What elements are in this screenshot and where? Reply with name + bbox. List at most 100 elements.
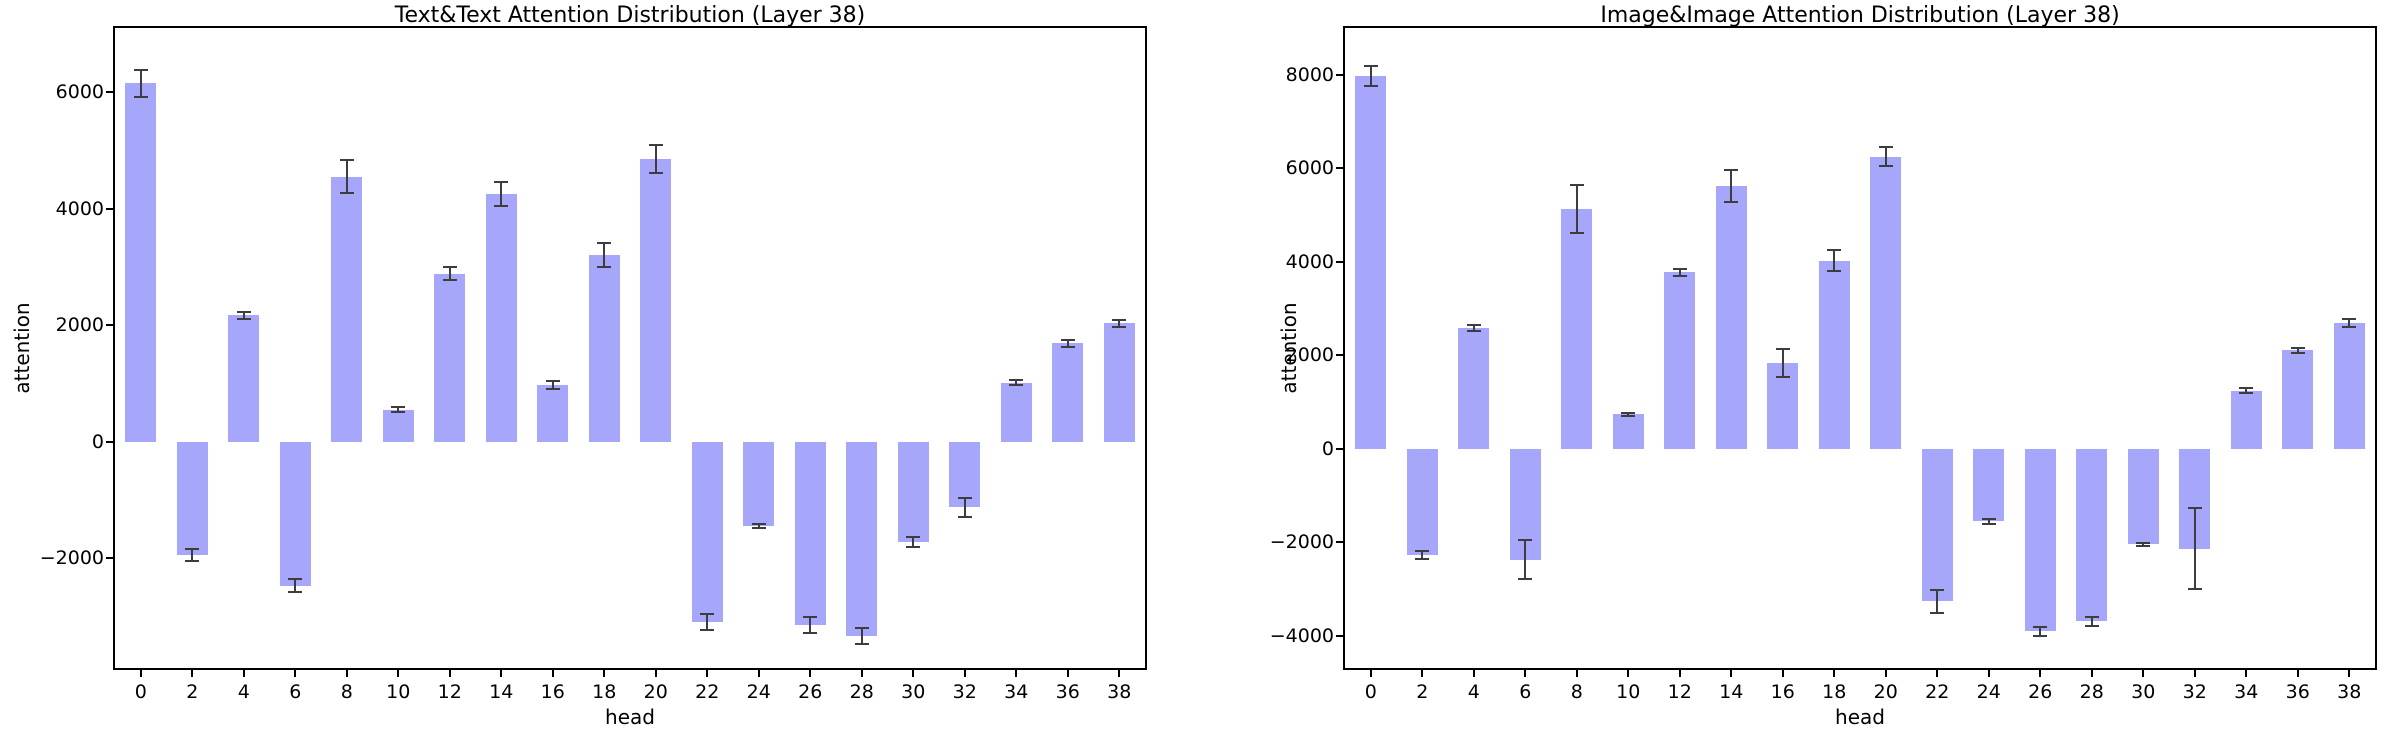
error-bar [1575,184,1578,234]
x-tick-label: 36 [2285,681,2310,703]
error-bar [2296,347,2299,354]
error-bar [345,160,348,193]
error-bar-cap [2342,317,2357,320]
error-bar-cap [1363,84,1378,87]
error-bar-cap [545,388,560,391]
x-tick-label: 18 [1822,681,1847,703]
x-tick-label: 0 [134,681,147,703]
error-bar-cap [1621,415,1636,418]
error-bar-cap [288,578,303,581]
x-tick-mark [2142,670,2145,677]
error-bar-cap [2290,352,2305,355]
bar [1818,260,1850,449]
x-tick-mark [500,670,503,677]
y-tick-mark [1336,541,1343,544]
error-bar-cap [803,632,818,635]
y-tick-mark [106,440,113,443]
error-bar-cap [391,410,406,413]
x-tick-label: 4 [1467,681,1480,703]
x-tick-label: 2 [1416,681,1429,703]
x-tick-label: 12 [437,681,462,703]
x-tick-label: 4 [237,681,250,703]
bar [331,176,363,442]
y-tick-mark [106,324,113,327]
x-tick-mark [397,670,400,677]
text-text-chart-panel: Text&Text Attention Distribution (Layer … [10,3,1147,729]
x-tick-label: 10 [1616,681,1641,703]
error-bar-cap [1672,267,1687,270]
error-bar [2193,507,2196,590]
error-bar-cap [1466,329,1481,332]
x-tick-label: 22 [695,681,720,703]
error-bar-cap [1060,338,1075,341]
bar [1561,209,1593,449]
x-tick-label: 20 [643,681,668,703]
error-bar-cap [1981,522,1996,525]
x-tick-label: 8 [340,681,353,703]
error-bar-cap [133,68,148,71]
error-bar-cap [2342,325,2357,328]
error-bar-cap [751,527,766,530]
x-tick-mark [1987,670,1990,677]
x-tick-mark [448,670,451,677]
error-bar [1369,66,1372,86]
error-bar-cap [2290,346,2305,349]
error-bar [654,145,657,174]
error-bar-cap [494,205,509,208]
error-bar-cap [1775,376,1790,379]
bar [2127,448,2159,545]
x-tick-label: 18 [592,681,617,703]
x-tick-label: 38 [2337,681,2362,703]
x-tick-label: 32 [2182,681,2207,703]
bar [537,385,569,442]
error-bar-cap [1009,384,1024,387]
error-bar-cap [648,144,663,147]
bar [1612,414,1644,449]
error-bar-cap [2084,615,2099,618]
x-tick-label: 24 [1976,681,2001,703]
bar [794,441,826,626]
error-bar-cap [803,616,818,619]
error-bar-cap [1672,274,1687,277]
error-bar [139,69,142,97]
error-bar [912,536,915,548]
error-bar [1421,550,1424,560]
bar [125,83,157,442]
error-bar-cap [1827,270,1842,273]
bar [176,441,208,556]
error-bar [2142,542,2145,546]
y-axis-label: attention [10,302,34,394]
x-tick-mark [2039,670,2042,677]
error-bar [1118,319,1121,327]
error-bar-cap [1827,248,1842,251]
x-tick-mark [294,670,297,677]
error-bar [809,617,812,634]
error-bar-cap [1981,518,1996,521]
bar [1000,382,1032,442]
error-bar-cap [1363,65,1378,68]
x-tick-mark [242,670,245,677]
error-bar-cap [1518,578,1533,581]
x-tick-label: 20 [1873,681,1898,703]
x-tick-mark [1066,670,1069,677]
error-bar-cap [185,560,200,563]
x-tick-label: 26 [2028,681,2053,703]
bar [279,441,311,586]
error-bar [860,627,863,644]
error-bar-cap [1415,549,1430,552]
image-image-chart-panel: Image&Image Attention Distribution (Laye… [1201,0,2402,734]
y-tick-mark [1336,354,1343,357]
y-tick-label: 2000 [1285,344,1334,367]
x-tick-label: 30 [901,681,926,703]
error-bar [2090,616,2093,627]
x-tick-label: 0 [1364,681,1377,703]
error-bar-cap [1060,345,1075,348]
x-tick-mark [1678,670,1681,677]
error-bar-cap [854,642,869,645]
error-bar-cap [1724,169,1739,172]
error-bar-cap [1724,201,1739,204]
x-tick-mark [1884,670,1887,677]
y-tick-label: 4000 [1285,250,1334,273]
bar [1355,75,1387,449]
bar [949,441,981,508]
